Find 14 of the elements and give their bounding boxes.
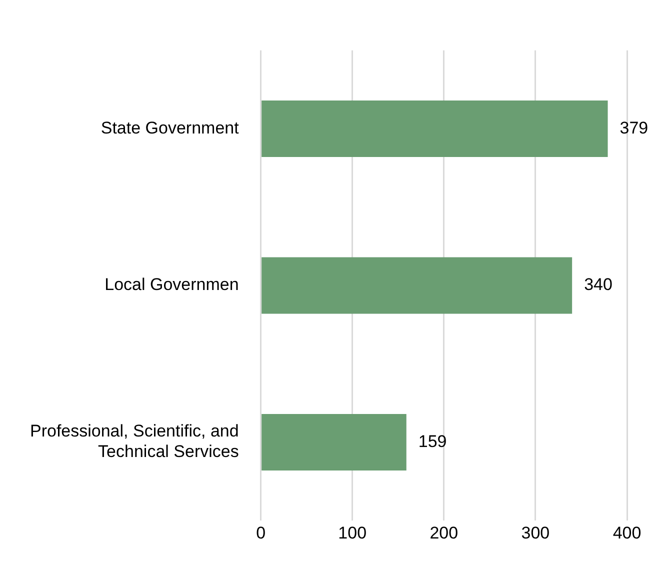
y-tick-label: State Government xyxy=(100,118,240,138)
x-tick-label: 400 xyxy=(612,523,642,542)
data-label: 340 xyxy=(584,275,612,294)
data-label: 379 xyxy=(620,118,648,138)
bar xyxy=(262,257,572,314)
data-label: 159 xyxy=(418,432,447,451)
x-tick-label: 100 xyxy=(338,523,367,542)
y-tick-label: Professional, Scientific, and Technical Services xyxy=(30,422,239,462)
bar xyxy=(262,100,608,157)
y-tick-label: Local Governmen xyxy=(104,275,239,294)
x-tick-label: 0 xyxy=(256,523,266,542)
bar xyxy=(262,414,406,470)
x-tick-label: 300 xyxy=(521,523,550,542)
x-tick-label: 200 xyxy=(430,523,458,542)
